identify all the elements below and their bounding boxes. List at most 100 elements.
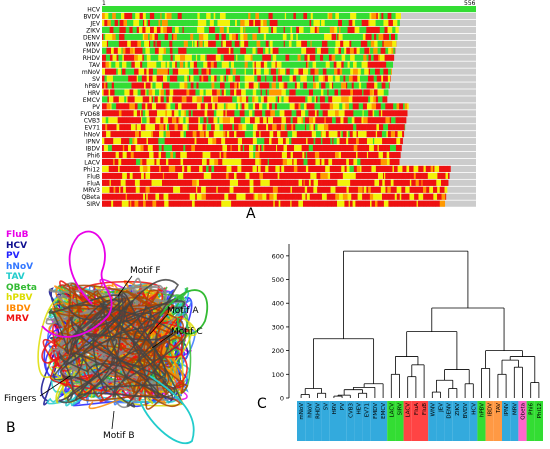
alignment-row bbox=[102, 103, 476, 109]
alignment-row bbox=[102, 145, 476, 151]
legend-item-mrv: MRV bbox=[6, 314, 29, 324]
leaf-label: ZIKV bbox=[455, 403, 461, 416]
alignment-start-label: 1 bbox=[102, 0, 106, 7]
alignment-row bbox=[102, 131, 476, 137]
alignment-row-label: SIRV bbox=[86, 201, 100, 208]
alignment-row bbox=[102, 34, 476, 40]
panel-c-label: C bbox=[257, 396, 267, 412]
alignment-row-label: SV bbox=[92, 76, 101, 83]
alignment-row bbox=[102, 187, 476, 193]
alignment-row bbox=[102, 62, 476, 68]
leaf-label: PV bbox=[340, 403, 346, 410]
alignment-row-label: hNoV bbox=[84, 132, 101, 139]
leaf-label: FluB bbox=[422, 403, 428, 415]
leaf-label: mNoV bbox=[299, 403, 305, 420]
legend-item-hpbv: hPBV bbox=[6, 293, 32, 303]
fingers-label: Fingers bbox=[4, 394, 36, 404]
alignment-row-label: HCV bbox=[87, 7, 101, 14]
y-tick-label: 400 bbox=[272, 300, 284, 308]
alignment-row bbox=[102, 48, 476, 54]
motif-a-label: Motif A bbox=[167, 306, 199, 316]
y-tick-label: 0 bbox=[280, 395, 284, 403]
alignment-row bbox=[102, 96, 476, 102]
y-tick-label: 500 bbox=[272, 276, 284, 284]
leaf-label: Qbeta bbox=[521, 403, 527, 420]
panel-b-label: B bbox=[6, 420, 16, 436]
alignment-row-label: CVB3 bbox=[84, 118, 100, 125]
alignment-row-reference bbox=[102, 6, 476, 12]
alignment-row-label: PV bbox=[92, 104, 101, 111]
alignment-row-label: ZIKV bbox=[86, 27, 101, 34]
leaf-label: WNV bbox=[430, 403, 436, 417]
y-tick-label: 600 bbox=[272, 252, 284, 260]
legend-item-pv: PV bbox=[6, 251, 20, 261]
alignment-row bbox=[102, 55, 476, 61]
alignment-row-label: Phi12 bbox=[83, 166, 100, 173]
alignment-row-label: IPNV bbox=[86, 139, 101, 146]
dendrogram-branches bbox=[301, 251, 539, 398]
alignment-row-label: Phi6 bbox=[87, 152, 100, 159]
alignment-row-label: RHDV bbox=[83, 55, 101, 62]
alignment-row bbox=[102, 41, 476, 47]
leaf-label: HEV bbox=[357, 403, 363, 415]
alignment-row-label: BVDV bbox=[83, 13, 101, 20]
leaf-label: EMCV bbox=[381, 403, 387, 419]
alignment-row bbox=[102, 194, 476, 200]
leaf-label: DENV bbox=[447, 403, 453, 419]
alignment-row-label: WNV bbox=[85, 41, 100, 48]
legend-item-tav: TAV bbox=[6, 272, 25, 282]
legend-item-flub: FluB bbox=[6, 230, 29, 240]
alignment-row-label: HRV bbox=[88, 90, 101, 97]
leaf-label: TAV bbox=[496, 403, 502, 414]
leaf-label: LACV bbox=[389, 403, 395, 418]
motif-c-label: Motif C bbox=[171, 327, 203, 337]
leaf-label: EV71 bbox=[365, 403, 371, 417]
leaf-label: Phi6 bbox=[529, 403, 535, 415]
alignment-row-label: LACV bbox=[84, 159, 101, 166]
alignment-row bbox=[102, 166, 476, 172]
motif-f-label: Motif F bbox=[130, 266, 161, 276]
y-tick-label: 100 bbox=[272, 371, 284, 379]
leaf-label: BVDV bbox=[463, 403, 469, 419]
alignment-row bbox=[102, 82, 476, 88]
alignment-row bbox=[102, 138, 476, 144]
alignment-row bbox=[102, 152, 476, 158]
leaf-label: IBDV bbox=[488, 403, 494, 417]
alignment-row bbox=[102, 201, 476, 207]
alignment-row bbox=[102, 13, 476, 19]
alignment-row bbox=[102, 159, 476, 165]
legend-item-qbeta: QBeta bbox=[6, 283, 37, 293]
leaf-label: LACV bbox=[406, 403, 412, 418]
motif-b-label: Motif B bbox=[103, 431, 135, 441]
leaf-label: hNoV bbox=[307, 403, 313, 418]
motif-leader-line bbox=[112, 411, 114, 429]
leaf-label: MRV bbox=[512, 403, 518, 415]
leaf-label: SIRV bbox=[398, 403, 404, 416]
legend-item-ibdv: IBDV bbox=[6, 304, 31, 314]
alignment-row bbox=[102, 27, 476, 33]
alignment-row-label: FluA bbox=[87, 180, 101, 187]
alignment-row bbox=[102, 180, 476, 186]
alignment-end-label: 556 bbox=[464, 0, 476, 7]
legend-item-hcv: HCV bbox=[6, 241, 27, 251]
legend-item-hnov: hNoV bbox=[6, 262, 33, 272]
y-tick-label: 300 bbox=[272, 323, 284, 331]
leaf-label: SV bbox=[324, 403, 330, 410]
alignment-row-label: QBeta bbox=[81, 194, 100, 201]
panel-a-label: A bbox=[246, 206, 256, 222]
alignment-row-label: EMCV bbox=[83, 97, 101, 104]
leaf-label: HCV bbox=[471, 403, 477, 415]
alignment-row bbox=[102, 69, 476, 75]
alignment-row bbox=[102, 89, 476, 95]
alignment-row bbox=[102, 124, 476, 130]
alignment-row-label: FVD68 bbox=[80, 111, 100, 118]
alignment-row-label: IBDV bbox=[85, 146, 100, 153]
alignment-row bbox=[102, 76, 476, 82]
leaf-label: IPNV bbox=[504, 403, 510, 416]
leaf-label: FluA bbox=[414, 403, 420, 415]
leaf-label: CVB3 bbox=[348, 403, 354, 418]
alignment-row-label: TAV bbox=[88, 62, 101, 69]
